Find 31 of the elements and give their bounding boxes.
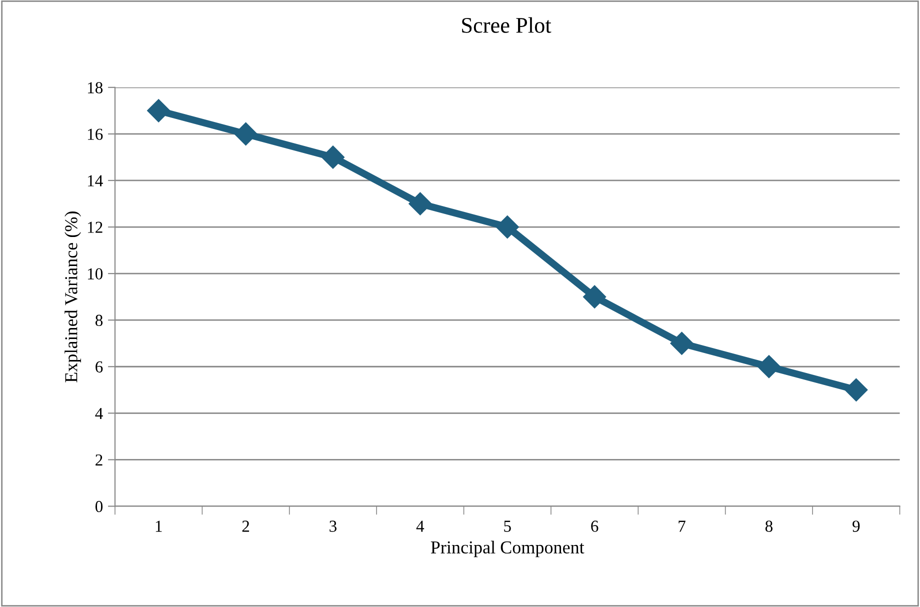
x-tick-label: 9 [852,520,860,532]
y-tick-label: 0 [95,500,103,512]
x-tick-label: 6 [591,520,598,532]
y-tick-label: 4 [95,408,103,419]
y-tick-label: 10 [88,268,103,280]
y-tick-label: 18 [88,82,103,94]
y-tick-label: 12 [88,222,102,233]
chart-title: Scree Plot [462,17,552,33]
y-tick-label: 6 [96,361,103,373]
x-tick-label: 8 [765,520,772,532]
x-axis-title: Principal Component [430,540,584,558]
y-axis-title: Explained Variance (%) [64,212,81,382]
point [844,378,868,402]
x-tick-label: 2 [242,520,250,532]
y-tick-label: 14 [88,175,103,186]
y-tick-label: 8 [95,314,103,326]
x-tick-label: 5 [504,520,511,532]
x-tick-label: 4 [416,520,424,532]
point [583,285,606,308]
y-tick-label: 2 [96,454,102,466]
point [496,216,519,239]
point [408,192,432,216]
point [670,332,694,355]
point [234,122,258,146]
x-tick-label: 3 [330,520,337,532]
x-tick-label: 7 [678,520,686,532]
point [147,99,170,122]
point [321,146,344,169]
point [757,355,780,378]
y-tick-label: 16 [88,128,103,140]
x-tick-label: 1 [156,520,162,532]
